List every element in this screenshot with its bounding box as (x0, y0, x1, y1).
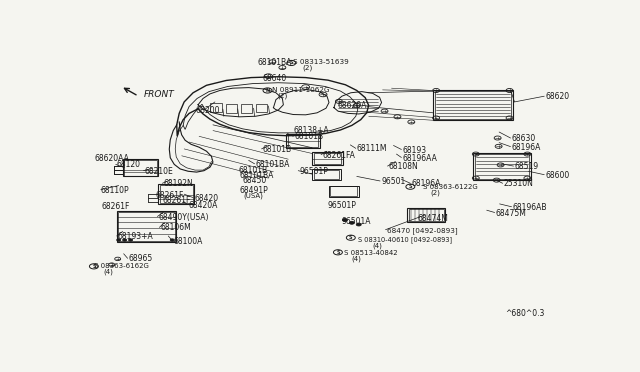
Text: 25310N: 25310N (504, 179, 534, 188)
Text: 68261F: 68261F (156, 191, 184, 200)
Text: S: S (92, 264, 95, 269)
Circle shape (349, 221, 355, 224)
Bar (210, 103, 222, 112)
Text: 68640: 68640 (262, 74, 287, 83)
Bar (408, 208, 445, 222)
Bar (241, 104, 252, 113)
Text: S 08513-40842: S 08513-40842 (344, 250, 397, 256)
Bar (118, 212, 175, 241)
Text: (4): (4) (104, 269, 114, 275)
Text: 68106M: 68106M (161, 224, 191, 232)
Text: 68620: 68620 (545, 92, 570, 101)
Bar (256, 104, 267, 112)
Text: (2): (2) (277, 92, 287, 99)
Text: 96501P: 96501P (328, 201, 357, 210)
Text: 68450: 68450 (243, 176, 267, 185)
Bar (312, 153, 343, 165)
Text: 68108N: 68108N (388, 162, 419, 171)
Text: N: N (266, 88, 269, 93)
Text: 68490Y(USA): 68490Y(USA) (158, 212, 209, 222)
Text: S: S (349, 235, 353, 240)
Text: 6B200: 6B200 (195, 106, 220, 115)
Text: 68101B: 68101B (294, 132, 323, 141)
Text: 68965: 68965 (129, 254, 153, 263)
Text: 68600: 68600 (545, 171, 570, 180)
Bar (286, 134, 320, 148)
Bar (158, 184, 194, 204)
Text: 68261F: 68261F (102, 202, 130, 211)
Text: 96501P: 96501P (300, 167, 328, 176)
Text: 68261FA: 68261FA (322, 151, 355, 160)
Bar (314, 170, 339, 179)
Circle shape (116, 239, 121, 241)
Text: S: S (408, 184, 412, 189)
Text: 68491P: 68491P (240, 186, 268, 195)
Text: 68101B: 68101B (262, 145, 292, 154)
Bar (226, 104, 237, 113)
Text: 68210E: 68210E (145, 167, 173, 176)
Text: 68475M: 68475M (495, 209, 527, 218)
Text: (4): (4) (372, 243, 383, 249)
Circle shape (356, 223, 361, 226)
Circle shape (170, 239, 174, 241)
Text: (4): (4) (352, 256, 362, 262)
Bar (123, 158, 158, 176)
Text: 68470 [0492-0893]: 68470 [0492-0893] (387, 227, 457, 234)
Text: 68193+A: 68193+A (118, 232, 154, 241)
Text: 96501: 96501 (381, 177, 406, 186)
Text: 68111M: 68111M (356, 144, 387, 153)
Bar (330, 186, 357, 196)
Bar (329, 186, 359, 197)
Text: 68630: 68630 (511, 134, 536, 143)
Text: 68420: 68420 (194, 194, 218, 203)
Bar (314, 153, 341, 164)
Bar (312, 169, 341, 180)
Text: 68110P: 68110P (101, 186, 129, 195)
Text: 68196AB: 68196AB (513, 203, 547, 212)
Circle shape (123, 239, 127, 241)
Text: 68620A: 68620A (338, 101, 367, 110)
Text: N 08911-1062G: N 08911-1062G (273, 87, 330, 93)
Circle shape (342, 218, 348, 221)
Bar (116, 211, 176, 242)
Text: (2): (2) (302, 65, 312, 71)
Text: 68101BA: 68101BA (255, 160, 290, 169)
Text: (2): (2) (430, 189, 440, 196)
Bar (475, 154, 529, 179)
Text: 68261F: 68261F (163, 196, 191, 205)
Bar (124, 160, 157, 176)
Text: 68120: 68120 (116, 160, 141, 169)
Text: 68192N: 68192N (163, 179, 193, 188)
Text: 68196A: 68196A (511, 143, 541, 152)
Text: (USA): (USA) (244, 193, 264, 199)
Text: 68196AA: 68196AA (403, 154, 437, 163)
Circle shape (129, 239, 132, 241)
Bar (409, 209, 444, 221)
Text: S 08363-6162G: S 08363-6162G (94, 263, 148, 269)
Text: S 08313-51639: S 08313-51639 (293, 60, 349, 65)
Text: S: S (336, 250, 340, 255)
Text: 68138+A: 68138+A (293, 126, 329, 135)
Text: 68474M: 68474M (417, 214, 448, 223)
Text: S 08363-6122G: S 08363-6122G (423, 184, 478, 190)
Text: 96501A: 96501A (342, 217, 371, 226)
Text: 68100A: 68100A (173, 237, 203, 246)
Bar (433, 90, 513, 120)
Text: ^680^0.3: ^680^0.3 (506, 309, 545, 318)
Text: 68420A: 68420A (188, 201, 218, 209)
Text: 68193: 68193 (403, 145, 426, 154)
Bar (288, 135, 318, 147)
Bar (435, 91, 511, 119)
Text: 68519: 68519 (515, 162, 539, 171)
Text: 68101B: 68101B (239, 166, 268, 174)
Text: 68620AA: 68620AA (95, 154, 130, 163)
Text: S: S (289, 61, 293, 65)
Bar (473, 153, 531, 180)
Text: 68101BA: 68101BA (257, 58, 292, 67)
Text: FRONT: FRONT (143, 90, 174, 99)
Text: 68196A: 68196A (412, 179, 441, 188)
Text: S 08310-40610 [0492-0893]: S 08310-40610 [0492-0893] (358, 237, 452, 243)
Text: 68101BA: 68101BA (240, 171, 274, 180)
Bar (160, 185, 193, 203)
